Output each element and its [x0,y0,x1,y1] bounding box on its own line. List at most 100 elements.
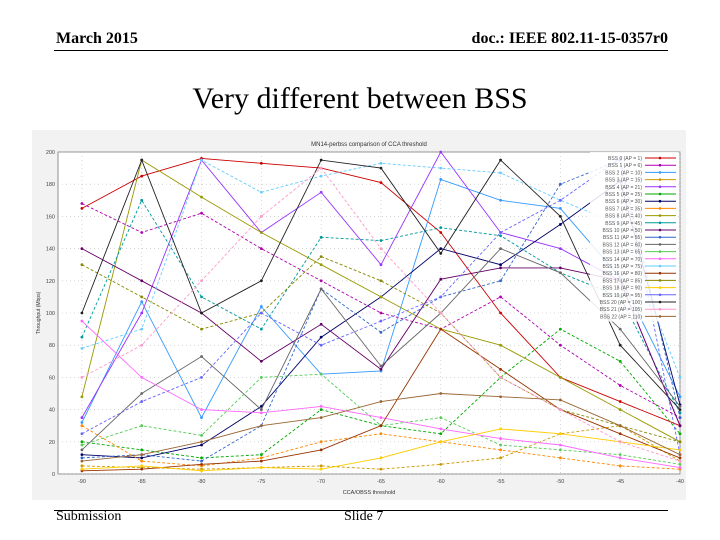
data-point [499,311,502,315]
data-point [558,343,562,347]
data-point [259,456,263,460]
data-point [618,359,622,363]
data-point [439,247,443,250]
data-point [558,376,562,379]
legend-marker [658,264,662,268]
data-point [319,166,323,170]
data-point [618,343,622,347]
legend-label: BSS 1 (AP = 6) [608,163,642,169]
data-point [200,311,203,315]
data-point [259,404,263,408]
legend-label: BSS 0 (AP = 1) [608,156,642,162]
data-point [140,279,144,283]
data-point [140,392,144,395]
data-point [439,416,443,420]
data-point [499,367,502,371]
slide-title: Very different between BSS [192,82,528,115]
legend-marker [658,315,662,318]
data-point [259,190,263,194]
legend-marker [658,214,662,217]
data-point [379,364,383,368]
chart-legend: BSS 0 (AP = 1)BSS 1 (AP = 6)BSS 2 (AP = … [590,152,678,322]
legend-marker [658,221,662,225]
legend-label: BSS 11 (AP = 55) [603,235,642,241]
legend-label: BSS 5 (AP = 25) [605,192,642,198]
data-point [80,347,84,350]
data-point [140,448,144,452]
data-point [319,416,323,420]
data-point [200,327,203,331]
data-point [200,433,203,437]
data-point [319,464,323,468]
legend-label: BSS 16 (AP = 80) [602,271,642,277]
x-tick-label: -70 [317,479,325,485]
data-point [379,424,383,428]
data-point [319,190,323,194]
data-point [259,247,263,250]
data-point [678,395,682,399]
data-point [618,456,622,460]
data-point [558,448,562,452]
y-tick-label: 120 [46,279,55,285]
legend-label: BSS 6 (AP = 30) [605,199,642,205]
data-point [80,443,84,447]
legend-label: BSS 14 (AP = 70) [602,257,642,263]
data-point [259,311,263,315]
data-point [259,359,263,363]
y-tick-label: 200 [46,150,55,156]
footer-rule [54,510,668,511]
legend-label: BSS 9 (AP = 45) [605,221,642,227]
header-rule [54,50,668,51]
x-tick-label: -65 [377,479,385,485]
data-point [678,416,682,420]
data-point [200,158,203,162]
legend-marker [658,243,662,246]
data-point [140,464,144,468]
y-tick-label: 140 [46,247,55,253]
data-point [80,311,84,315]
x-tick-label: -85 [138,479,146,485]
data-point [558,398,562,402]
data-point [379,330,383,334]
data-point [379,295,383,299]
data-point [439,392,443,395]
data-point [499,437,502,440]
legend-marker [658,185,662,189]
data-point [140,300,144,304]
data-point [618,384,622,387]
data-point [140,327,144,331]
data-point [80,424,84,428]
data-point [140,459,144,463]
legend-label: BSS 21 (AP = 105) [600,307,643,313]
legend-marker [658,279,662,282]
data-point [379,279,383,283]
data-point [379,166,383,170]
data-point [200,443,203,447]
data-point [200,462,203,466]
legend-marker [658,207,662,210]
legend-marker [658,228,662,232]
data-point [80,440,84,444]
legend-label: BSS 12 (AP = 60) [602,242,642,248]
data-point [319,408,323,411]
series-line [81,159,681,378]
data-point [439,327,443,331]
data-point [558,327,562,331]
data-point [200,456,203,460]
data-point [499,456,502,460]
data-point [678,408,682,411]
data-point [379,400,383,403]
data-point [140,376,144,379]
data-point [319,404,323,408]
data-point [558,443,562,447]
data-point [499,263,502,267]
legend-marker [658,286,662,289]
data-point [379,181,383,184]
data-point [319,263,323,267]
data-point [319,174,323,178]
x-tick-label: -75 [257,479,265,485]
x-tick-label: -50 [556,479,564,485]
data-point [558,206,562,210]
data-point [319,372,323,376]
data-point [379,367,383,371]
